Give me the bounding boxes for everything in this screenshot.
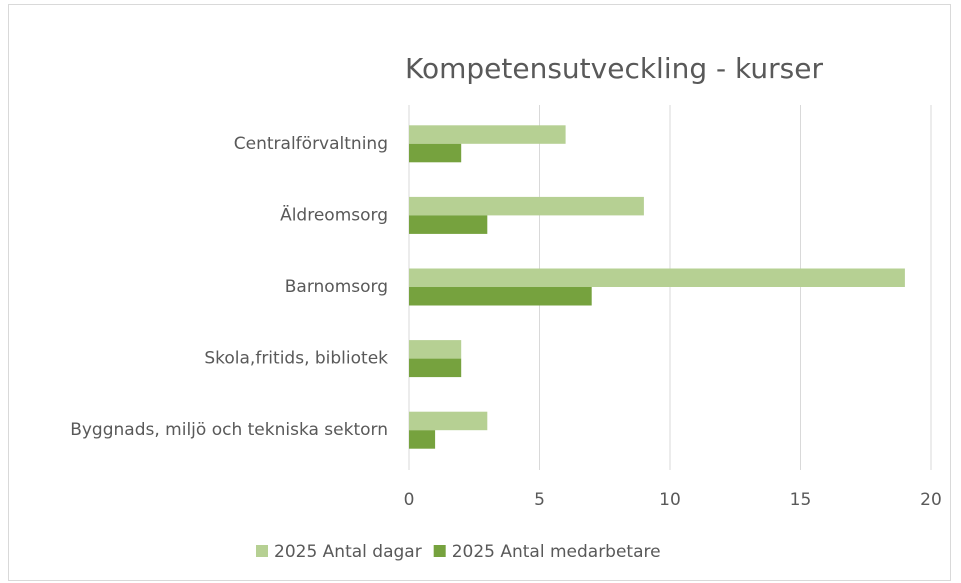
x-tick-label: 0 (404, 490, 415, 510)
legend-swatch (256, 545, 268, 557)
bar (409, 143, 462, 163)
legend-label: 2025 Antal medarbetare (452, 542, 661, 562)
y-tick-label: Byggnads, miljö och tekniska sektorn (70, 420, 388, 440)
bar (409, 196, 644, 216)
y-tick-label: Äldreomsorg (280, 204, 388, 225)
bar (409, 430, 436, 449)
legend-label: 2025 Antal dagar (274, 542, 422, 562)
bar (409, 340, 462, 359)
bar (409, 411, 488, 431)
bar (409, 215, 488, 234)
y-tick-label: Skola,fritids, bibliotek (204, 349, 388, 369)
bar (409, 125, 566, 144)
bar (409, 358, 462, 378)
x-tick-label: 20 (920, 490, 942, 510)
bar (409, 268, 905, 287)
y-tick-label: Centralförvaltning (234, 134, 388, 154)
bar (409, 287, 592, 306)
y-tick-label: Barnomsorg (285, 277, 388, 297)
x-tick-label: 10 (659, 490, 681, 510)
x-tick-label: 15 (790, 490, 812, 510)
legend-swatch (433, 545, 446, 557)
chart-title: Kompetensutveckling - kurser (405, 52, 823, 85)
x-tick-label: 5 (534, 490, 545, 510)
